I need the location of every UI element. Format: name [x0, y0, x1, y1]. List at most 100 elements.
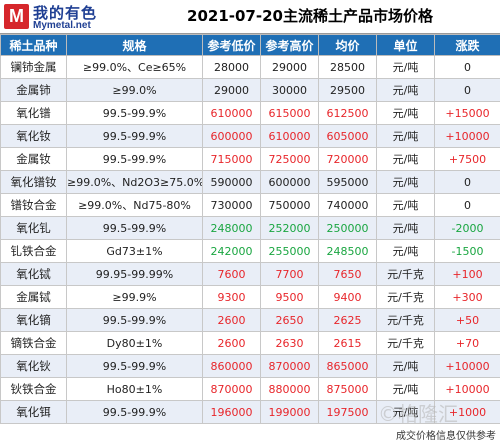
- cell-low-price: 242000: [202, 239, 261, 263]
- table-row: 钆铁合金 Gd73±1% 242000 255000 248500 元/吨 -1500: [0, 239, 500, 263]
- cell-spec: 99.5-99.9%: [66, 400, 203, 424]
- column-header-change: 涨跌: [434, 34, 500, 56]
- column-header-low: 参考低价: [202, 34, 261, 56]
- cell-variety: 镧铈金属: [0, 55, 67, 79]
- cell-low-price: 9300: [202, 285, 261, 309]
- column-header-avg: 均价: [318, 34, 377, 56]
- cell-spec: ≥99.0%、Ce≥65%: [66, 55, 203, 79]
- table-row: 氧化铽 99.95-99.99% 7600 7700 7650 元/千克 +100: [0, 262, 500, 286]
- cell-variety: 氧化钆: [0, 216, 67, 240]
- cell-low-price: 248000: [202, 216, 261, 240]
- cell-spec: 99.5-99.9%: [66, 216, 203, 240]
- cell-high-price: 7700: [260, 262, 319, 286]
- cell-spec: 99.95-99.99%: [66, 262, 203, 286]
- cell-low-price: 2600: [202, 308, 261, 332]
- footer-note: 成交价格信息仅供参考: [396, 431, 496, 442]
- cell-avg-price: 865000: [318, 354, 377, 378]
- cell-high-price: 252000: [260, 216, 319, 240]
- cell-variety: 氧化钬: [0, 354, 67, 378]
- title-bar: M 我的有色 Mymetal.net 2021-07-20主流稀土产品市场价格: [0, 0, 500, 34]
- cell-spec: ≥99.0%: [66, 78, 203, 102]
- cell-spec: ≥99.0%、Nd75-80%: [66, 193, 203, 217]
- cell-avg-price: 740000: [318, 193, 377, 217]
- cell-change: -1500: [434, 239, 500, 263]
- cell-change: 0: [434, 170, 500, 194]
- cell-spec: ≥99.0%、Nd2O3≥75.0%: [66, 170, 203, 194]
- table-row: 氧化镨 99.5-99.9% 610000 615000 612500 元/吨 +15000: [0, 101, 500, 125]
- cell-unit: 元/吨: [376, 170, 435, 194]
- cell-change: +7500: [434, 147, 500, 171]
- brand-logo[interactable]: M 我的有色 Mymetal.net: [2, 2, 114, 31]
- cell-avg-price: 9400: [318, 285, 377, 309]
- cell-low-price: 730000: [202, 193, 261, 217]
- cell-low-price: 610000: [202, 101, 261, 125]
- cell-variety: 钆铁合金: [0, 239, 67, 263]
- cell-unit: 元/吨: [376, 55, 435, 79]
- cell-spec: Gd73±1%: [66, 239, 203, 263]
- cell-low-price: 196000: [202, 400, 261, 424]
- cell-high-price: 199000: [260, 400, 319, 424]
- cell-unit: 元/吨: [376, 78, 435, 102]
- column-header-spec: 规格: [66, 34, 203, 56]
- logo-text-cn: 我的有色: [33, 4, 98, 22]
- cell-variety: 氧化镨钕: [0, 170, 67, 194]
- logo-text-en: Mymetal.net: [33, 20, 91, 31]
- cell-avg-price: 875000: [318, 377, 377, 401]
- cell-unit: 元/千克: [376, 262, 435, 286]
- cell-spec: 99.5-99.9%: [66, 124, 203, 148]
- table-row: 氧化镨钕 ≥99.0%、Nd2O3≥75.0% 590000 600000 595000…: [0, 170, 500, 194]
- cell-high-price: 2650: [260, 308, 319, 332]
- page-title: 2021-07-20主流稀土产品市场价格: [187, 7, 433, 25]
- table-row: 镧铈金属 ≥99.0%、Ce≥65% 28000 29000 28500 元/吨 0: [0, 55, 500, 79]
- cell-avg-price: 248500: [318, 239, 377, 263]
- cell-variety: 钬铁合金: [0, 377, 67, 401]
- cell-avg-price: 720000: [318, 147, 377, 171]
- cell-high-price: 870000: [260, 354, 319, 378]
- cell-avg-price: 28500: [318, 55, 377, 79]
- table-row: 金属铈 ≥99.0% 29000 30000 29500 元/吨 0: [0, 78, 500, 102]
- cell-change: +10000: [434, 354, 500, 378]
- cell-variety: 氧化铒: [0, 400, 67, 424]
- cell-high-price: 600000: [260, 170, 319, 194]
- cell-low-price: 2600: [202, 331, 261, 355]
- cell-unit: 元/吨: [376, 193, 435, 217]
- logo-mark-icon: M: [4, 4, 29, 29]
- cell-variety: 氧化钕: [0, 124, 67, 148]
- cell-high-price: 880000: [260, 377, 319, 401]
- cell-spec: 99.5-99.9%: [66, 308, 203, 332]
- cell-high-price: 29000: [260, 55, 319, 79]
- cell-low-price: 590000: [202, 170, 261, 194]
- cell-avg-price: 2615: [318, 331, 377, 355]
- cell-high-price: 9500: [260, 285, 319, 309]
- cell-low-price: 600000: [202, 124, 261, 148]
- cell-unit: 元/吨: [376, 147, 435, 171]
- cell-avg-price: 605000: [318, 124, 377, 148]
- cell-spec: ≥99.9%: [66, 285, 203, 309]
- cell-unit: 元/吨: [376, 216, 435, 240]
- cell-change: 0: [434, 193, 500, 217]
- cell-high-price: 615000: [260, 101, 319, 125]
- table-body: 镧铈金属 ≥99.0%、Ce≥65% 28000 29000 28500 元/吨 0 金属铈 ≥…: [0, 55, 500, 424]
- cell-spec: 99.5-99.9%: [66, 354, 203, 378]
- table-row: 氧化钆 99.5-99.9% 248000 252000 250000 元/吨 -2000: [0, 216, 500, 240]
- cell-unit: 元/吨: [376, 239, 435, 263]
- cell-avg-price: 250000: [318, 216, 377, 240]
- cell-change: +10000: [434, 124, 500, 148]
- table-header-row: 稀土品种 规格 参考低价 参考高价 均价 单位 涨跌: [0, 34, 500, 56]
- table-row: 镨钕合金 ≥99.0%、Nd75-80% 730000 750000 740000 元/吨…: [0, 193, 500, 217]
- cell-low-price: 7600: [202, 262, 261, 286]
- cell-unit: 元/吨: [376, 101, 435, 125]
- cell-variety: 金属铽: [0, 285, 67, 309]
- cell-low-price: 715000: [202, 147, 261, 171]
- cell-high-price: 725000: [260, 147, 319, 171]
- cell-change: +15000: [434, 101, 500, 125]
- cell-unit: 元/千克: [376, 285, 435, 309]
- watermark: ©格隆汇: [378, 402, 458, 426]
- table-row: 氧化镝 99.5-99.9% 2600 2650 2625 元/千克 +50: [0, 308, 500, 332]
- cell-low-price: 29000: [202, 78, 261, 102]
- cell-unit: 元/吨: [376, 354, 435, 378]
- cell-unit: 元/千克: [376, 331, 435, 355]
- cell-variety: 金属铈: [0, 78, 67, 102]
- cell-variety: 镝铁合金: [0, 331, 67, 355]
